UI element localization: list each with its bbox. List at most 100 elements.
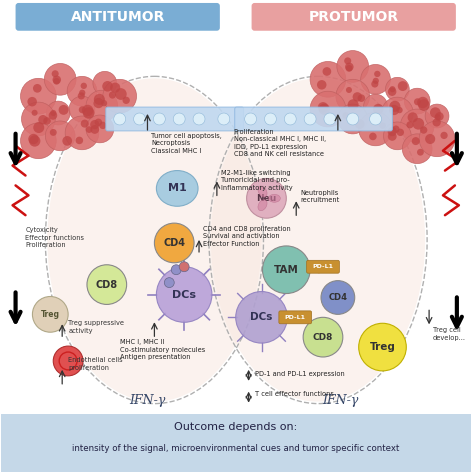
Circle shape xyxy=(94,94,105,105)
Circle shape xyxy=(344,57,351,64)
Text: DCs: DCs xyxy=(250,312,273,322)
Circle shape xyxy=(45,64,76,95)
Text: Treg cell
develop...: Treg cell develop... xyxy=(433,328,466,341)
Ellipse shape xyxy=(47,78,262,401)
Circle shape xyxy=(345,63,354,71)
Circle shape xyxy=(401,109,434,143)
Circle shape xyxy=(304,113,316,125)
Circle shape xyxy=(86,126,92,133)
Circle shape xyxy=(29,135,40,146)
Circle shape xyxy=(75,137,83,144)
Text: ANTITUMOR: ANTITUMOR xyxy=(71,10,165,24)
Circle shape xyxy=(33,122,44,133)
Circle shape xyxy=(134,113,146,125)
Circle shape xyxy=(103,79,137,113)
Circle shape xyxy=(38,115,48,125)
Circle shape xyxy=(310,91,346,127)
Text: PD-1 and PD-L1 expression: PD-1 and PD-L1 expression xyxy=(255,371,344,377)
Circle shape xyxy=(346,65,353,72)
Circle shape xyxy=(353,92,362,101)
Ellipse shape xyxy=(268,194,280,202)
Text: PROTUMOR: PROTUMOR xyxy=(309,10,399,24)
Circle shape xyxy=(435,114,441,120)
Circle shape xyxy=(110,82,120,93)
Circle shape xyxy=(430,107,441,118)
Circle shape xyxy=(81,82,87,89)
Text: Neu: Neu xyxy=(256,194,277,203)
Circle shape xyxy=(78,92,85,100)
Circle shape xyxy=(338,104,368,134)
Text: Outcome depends on:: Outcome depends on: xyxy=(174,422,297,432)
Text: Tumor cell apoptosis,
Necroptosis
Classical MHC I: Tumor cell apoptosis, Necroptosis Classi… xyxy=(151,133,222,154)
Circle shape xyxy=(414,98,421,105)
Text: Treg: Treg xyxy=(370,342,395,352)
Ellipse shape xyxy=(258,200,267,211)
FancyBboxPatch shape xyxy=(16,3,220,31)
FancyBboxPatch shape xyxy=(252,3,456,31)
Circle shape xyxy=(49,111,57,120)
Circle shape xyxy=(173,113,185,125)
Circle shape xyxy=(43,117,51,125)
Circle shape xyxy=(419,121,455,157)
Circle shape xyxy=(69,96,95,122)
Circle shape xyxy=(101,100,107,106)
Text: M2-M1-like switching
Tumoricidal and pro-
Inflammatory activity: M2-M1-like switching Tumoricidal and pro… xyxy=(221,170,292,191)
Circle shape xyxy=(396,107,403,113)
Circle shape xyxy=(91,125,99,134)
Circle shape xyxy=(263,246,310,293)
Circle shape xyxy=(337,51,369,82)
Circle shape xyxy=(361,64,391,94)
Circle shape xyxy=(347,99,359,110)
Circle shape xyxy=(432,118,441,127)
Ellipse shape xyxy=(258,186,267,197)
Text: Proliferation
Non-classical MHC I, MHC II,
IDD, PD-L1 expression
CD8 and NK cell: Proliferation Non-classical MHC I, MHC I… xyxy=(234,129,326,157)
Circle shape xyxy=(374,116,383,124)
Circle shape xyxy=(389,86,395,92)
Circle shape xyxy=(303,317,343,357)
Circle shape xyxy=(83,107,94,119)
Circle shape xyxy=(28,134,39,144)
Circle shape xyxy=(406,121,413,128)
Circle shape xyxy=(417,97,428,108)
Circle shape xyxy=(385,77,409,101)
Circle shape xyxy=(374,71,381,77)
Circle shape xyxy=(440,132,448,139)
Circle shape xyxy=(420,127,428,134)
Circle shape xyxy=(364,94,387,118)
Circle shape xyxy=(79,106,86,113)
Circle shape xyxy=(425,134,435,144)
Circle shape xyxy=(86,115,114,143)
Circle shape xyxy=(21,102,55,136)
Circle shape xyxy=(322,67,331,76)
Circle shape xyxy=(32,297,68,332)
Circle shape xyxy=(53,75,61,84)
Circle shape xyxy=(435,112,444,121)
Circle shape xyxy=(52,70,59,77)
Circle shape xyxy=(246,179,286,218)
Circle shape xyxy=(373,104,383,114)
Circle shape xyxy=(371,81,378,88)
Circle shape xyxy=(164,278,174,288)
Circle shape xyxy=(53,346,83,376)
Text: CD8: CD8 xyxy=(313,333,333,342)
Circle shape xyxy=(63,136,72,146)
Circle shape xyxy=(46,121,75,151)
Circle shape xyxy=(156,267,212,322)
Text: PD-L1: PD-L1 xyxy=(285,315,306,320)
Circle shape xyxy=(236,292,287,343)
Circle shape xyxy=(50,110,56,116)
Circle shape xyxy=(154,113,165,125)
Circle shape xyxy=(417,149,424,155)
Circle shape xyxy=(245,113,256,125)
Circle shape xyxy=(20,78,56,114)
Text: MHC I, MHC II
Co-stimulatory molecules
Antigen presentation: MHC I, MHC II Co-stimulatory molecules A… xyxy=(120,339,205,360)
Circle shape xyxy=(318,102,328,112)
Circle shape xyxy=(347,113,359,125)
Circle shape xyxy=(284,113,296,125)
Ellipse shape xyxy=(156,171,198,206)
Circle shape xyxy=(179,262,189,272)
Circle shape xyxy=(90,120,100,129)
Circle shape xyxy=(324,113,336,125)
Circle shape xyxy=(171,265,181,275)
Circle shape xyxy=(342,112,349,119)
